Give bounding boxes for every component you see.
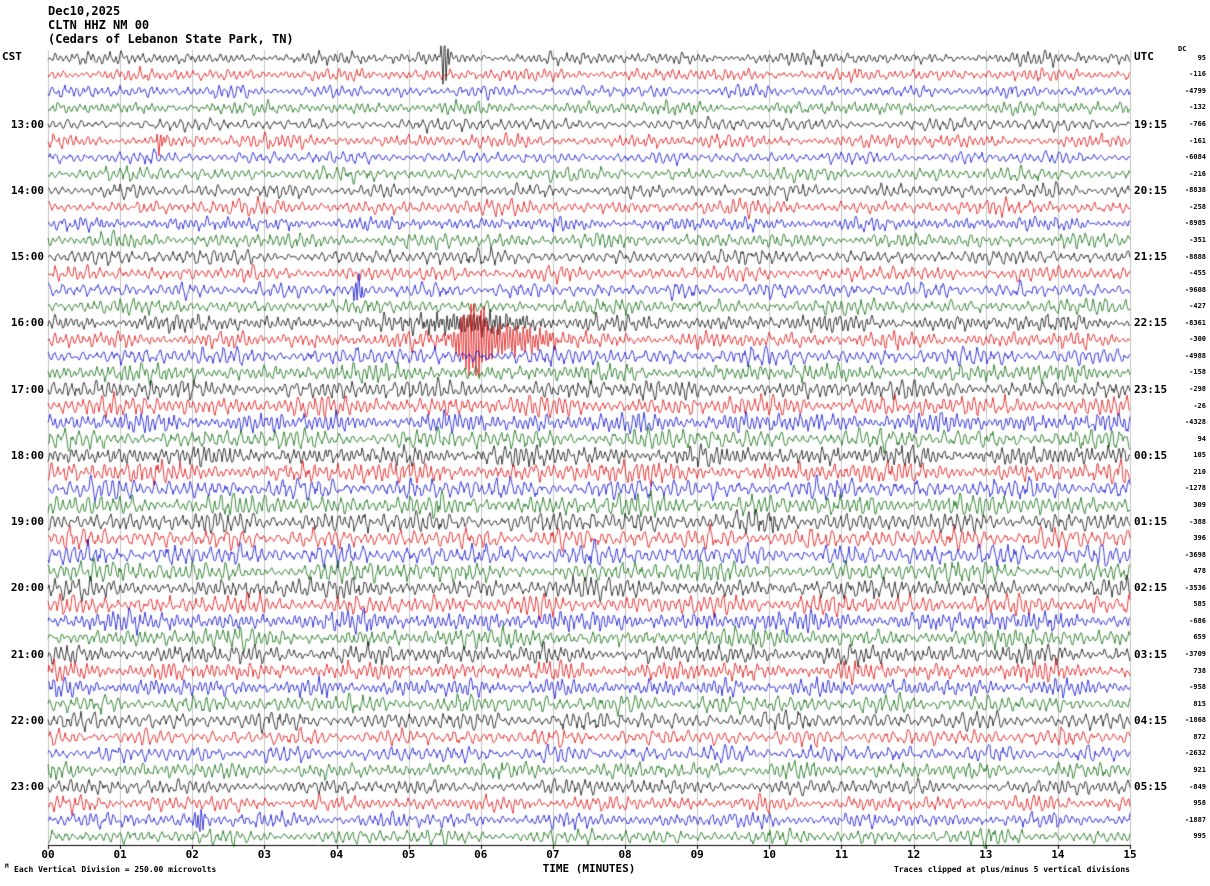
dc-value: 995 bbox=[1193, 832, 1206, 841]
dc-value: -455 bbox=[1189, 269, 1206, 278]
left-time-label: 18:00 bbox=[10, 448, 44, 462]
x-tick-label: 11 bbox=[834, 848, 849, 861]
dc-value: 210 bbox=[1193, 467, 1206, 476]
x-tick-label: 04 bbox=[329, 848, 344, 861]
timezone-right-label: UTC bbox=[1134, 50, 1154, 63]
dc-value: -216 bbox=[1189, 169, 1206, 178]
right-time-label: 23:15 bbox=[1134, 382, 1168, 396]
dc-value: -686 bbox=[1189, 616, 1206, 625]
dc-value: 585 bbox=[1193, 600, 1206, 609]
x-tick-label: 14 bbox=[1051, 848, 1065, 861]
dc-value: -132 bbox=[1189, 103, 1206, 112]
x-tick-label: 02 bbox=[185, 848, 199, 861]
right-time-label: 20:15 bbox=[1134, 183, 1168, 197]
x-tick-label: 06 bbox=[474, 848, 488, 861]
x-tick-label: 09 bbox=[690, 848, 704, 861]
dc-value: -4988 bbox=[1184, 351, 1206, 360]
right-time-label: 04:15 bbox=[1134, 713, 1168, 727]
left-time-label: 23:00 bbox=[10, 780, 44, 794]
dc-value: 105 bbox=[1193, 451, 1206, 460]
dc-value: -9608 bbox=[1184, 285, 1206, 294]
x-tick-label: 00 bbox=[41, 848, 55, 861]
footnote-scale: Each Vertical Division = 250.00 microvol… bbox=[14, 865, 217, 874]
dc-value: 815 bbox=[1193, 699, 1206, 708]
left-time-label: 17:00 bbox=[10, 382, 44, 396]
dc-value: -300 bbox=[1189, 335, 1206, 344]
dc-value: -958 bbox=[1189, 683, 1206, 692]
x-tick-label: 08 bbox=[618, 848, 632, 861]
dc-value: 958 bbox=[1193, 799, 1206, 808]
right-time-label: 05:15 bbox=[1134, 780, 1168, 794]
dc-value: -8361 bbox=[1184, 318, 1206, 327]
x-axis-title: TIME (MINUTES) bbox=[542, 862, 636, 875]
dc-value: -8985 bbox=[1184, 219, 1206, 228]
x-tick-label: 01 bbox=[113, 848, 127, 861]
dc-value: -8838 bbox=[1184, 186, 1206, 195]
x-tick-label: 03 bbox=[257, 848, 272, 861]
dc-value: 309 bbox=[1193, 500, 1206, 509]
division-marker-icon: M bbox=[5, 863, 9, 870]
dc-value: -26 bbox=[1193, 401, 1206, 410]
timezone-left-label: CST bbox=[2, 50, 22, 63]
dc-value: -258 bbox=[1189, 202, 1206, 211]
dc-value: 659 bbox=[1193, 633, 1206, 642]
dc-value: -116 bbox=[1189, 70, 1206, 79]
dc-value: -388 bbox=[1189, 517, 1206, 526]
right-time-label: 02:15 bbox=[1134, 581, 1168, 595]
left-time-label: 13:00 bbox=[10, 117, 44, 131]
right-time-label: 00:15 bbox=[1134, 448, 1168, 462]
x-tick-label: 15 bbox=[1123, 848, 1137, 861]
dc-value: -1278 bbox=[1184, 484, 1206, 493]
dc-value: 872 bbox=[1193, 732, 1206, 741]
left-time-label: 15:00 bbox=[10, 250, 44, 264]
x-tick-label: 05 bbox=[402, 848, 416, 861]
dc-value: -4799 bbox=[1184, 86, 1206, 95]
dc-value: 94 bbox=[1197, 434, 1206, 443]
left-time-label: 19:00 bbox=[10, 515, 44, 529]
x-tick-label: 12 bbox=[906, 848, 921, 861]
right-time-label: 19:15 bbox=[1134, 117, 1168, 131]
left-time-label: 16:00 bbox=[10, 316, 44, 330]
x-tick-label: 13 bbox=[979, 848, 993, 861]
dc-value: -766 bbox=[1189, 120, 1206, 129]
dc-value: 396 bbox=[1193, 534, 1206, 543]
dc-value: -8888 bbox=[1184, 252, 1206, 261]
footnote-clip: Traces clipped at plus/minus 5 vertical … bbox=[893, 865, 1130, 874]
dc-column-header: DC bbox=[1178, 45, 1187, 53]
dc-value: 478 bbox=[1193, 567, 1206, 576]
dc-value: 95 bbox=[1197, 53, 1206, 62]
dc-value: 738 bbox=[1193, 666, 1206, 675]
left-time-label: 21:00 bbox=[10, 647, 44, 661]
left-time-label: 20:00 bbox=[10, 581, 44, 595]
right-time-label: 03:15 bbox=[1134, 647, 1168, 661]
dc-value: -3698 bbox=[1184, 550, 1206, 559]
dc-value: -849 bbox=[1189, 782, 1206, 791]
dc-value: -6084 bbox=[1184, 153, 1206, 162]
right-time-label: 21:15 bbox=[1134, 250, 1168, 264]
dc-value: -298 bbox=[1189, 385, 1206, 394]
right-time-label: 22:15 bbox=[1134, 316, 1168, 330]
left-time-label: 22:00 bbox=[10, 713, 44, 727]
dc-value: -1868 bbox=[1184, 716, 1206, 725]
x-tick-label: 10 bbox=[762, 848, 776, 861]
dc-value: 921 bbox=[1193, 765, 1206, 774]
dc-value: -158 bbox=[1189, 368, 1206, 377]
left-time-label: 14:00 bbox=[10, 183, 44, 197]
x-tick-label: 07 bbox=[546, 848, 560, 861]
dc-value: -351 bbox=[1189, 235, 1206, 244]
dc-value: -2632 bbox=[1184, 749, 1206, 758]
dc-value: -3536 bbox=[1184, 583, 1206, 592]
dc-value: -4328 bbox=[1184, 418, 1206, 427]
dc-value: -427 bbox=[1189, 302, 1206, 311]
dc-value: -3709 bbox=[1184, 650, 1206, 659]
dc-value: -161 bbox=[1189, 136, 1206, 145]
right-time-label: 01:15 bbox=[1134, 515, 1168, 529]
dc-value: -1887 bbox=[1184, 815, 1206, 824]
